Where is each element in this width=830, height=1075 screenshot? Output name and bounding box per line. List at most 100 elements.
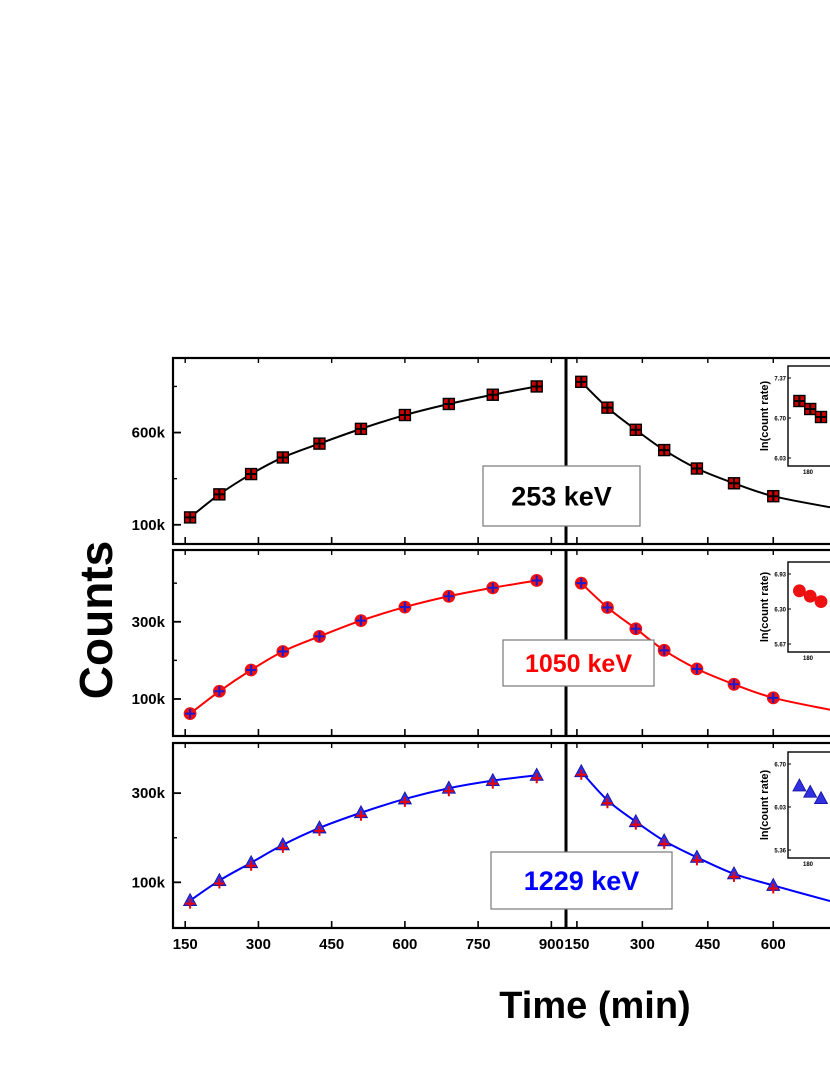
overlay-cross-mark: [443, 786, 454, 797]
energy-label: 1050 keV: [525, 650, 632, 678]
overlay-cross-mark: [443, 398, 454, 409]
inset-plot: ln(count rate) 6.93 6.30 5.67 180: [759, 561, 830, 662]
data-point: [803, 589, 817, 603]
overlay-cross-mark: [576, 376, 587, 387]
panel-frame: [171, 356, 830, 546]
overlay-cross-mark: [277, 646, 288, 657]
overlay-cross-mark: [185, 898, 196, 909]
overlay-cross-mark: [355, 423, 366, 434]
overlay-cross-mark: [729, 478, 739, 489]
x-tick-label: 900: [539, 936, 564, 953]
overlay-cross-mark: [531, 381, 542, 392]
decay-series: [574, 576, 830, 711]
overlay-cross-mark: [214, 489, 225, 500]
energy-label: 1229 keV: [524, 866, 640, 896]
x-tick-label: 150: [564, 936, 589, 953]
data-point: [792, 778, 807, 792]
overlay-cross-mark: [399, 796, 410, 807]
overlay-cross-mark: [729, 871, 739, 882]
inset-x-tick-label: 180: [803, 656, 814, 662]
overlay-cross-mark: [691, 663, 702, 674]
decay-series: [574, 763, 830, 903]
y-tick-label: 100k: [132, 691, 166, 708]
inset-frame: [787, 365, 830, 467]
inset-y-tick-label: 7.37: [774, 377, 786, 383]
overlay-cross-mark: [768, 692, 779, 703]
x-tick-label: 600: [392, 936, 417, 953]
overlay-cross-mark: [314, 825, 325, 836]
panel-frame: [171, 548, 830, 738]
inset-y-label: ln(count rate): [759, 572, 771, 643]
x-tick-label: 600: [761, 936, 786, 953]
inset-y-tick-label: 5.67: [774, 643, 786, 649]
overlay-cross-mark: [630, 424, 641, 435]
overlay-cross-mark: [531, 575, 542, 586]
overlay-cross-mark: [277, 842, 288, 853]
inset-plot: ln(count rate)6.70 6.03 5.36 180: [759, 751, 830, 868]
x-tick-label: 450: [319, 936, 344, 953]
overlay-cross-mark: [768, 491, 779, 502]
x-axis-title: Time (min): [499, 985, 690, 1027]
x-tick-label: 300: [246, 936, 271, 953]
overlay-cross-mark: [314, 438, 325, 449]
x-axis: 150 300 450 600 750 900 150 300 450 600: [173, 936, 786, 953]
inset-y-tick-label: 6.30: [774, 608, 786, 614]
overlay-cross-mark: [602, 602, 613, 613]
y-tick-label: 100k: [132, 517, 166, 534]
inset-frame: [787, 751, 830, 859]
overlay-cross-mark: [659, 838, 670, 849]
data-point: [803, 784, 818, 798]
overlay-cross-mark: [443, 591, 454, 602]
y-tick-label: 600k: [132, 425, 166, 442]
y-tick-label: 100k: [132, 874, 166, 891]
x-tick-label: 450: [695, 936, 720, 953]
inset-y-tick-label: 6.03: [774, 806, 786, 812]
overlay-cross-mark: [630, 819, 641, 830]
inset-x-tick-label: 180: [803, 862, 814, 868]
inset-y-label: ln(count rate): [759, 770, 771, 841]
overlay-cross-mark: [277, 452, 288, 463]
overlay-cross-mark: [487, 389, 498, 400]
overlay-cross-mark: [399, 410, 410, 421]
y-axis-title: Counts: [70, 541, 122, 699]
overlay-cross-mark: [729, 679, 739, 690]
inset-y-label: ln(count rate): [759, 381, 771, 452]
inset-y-tick-label: 5.36: [774, 849, 786, 855]
data-point: [814, 595, 828, 608]
overlay-cross-mark: [659, 645, 670, 656]
overlay-cross-mark: [576, 769, 587, 780]
overlay-cross-mark: [531, 773, 542, 784]
rise-fit-line: [189, 579, 537, 715]
panel-253-kev: 100k 600k 253 keV ln(count rate)7.37 6.70 6.0…: [132, 356, 830, 546]
overlay-cross-mark: [185, 512, 196, 523]
panel-1229-kev: 100k 300k 1229 keV ln(count rate)6.70 6.03 5.…: [132, 741, 830, 930]
overlay-cross-mark: [576, 578, 587, 589]
overlay-cross-mark: [805, 404, 816, 414]
overlay-cross-mark: [487, 778, 498, 789]
overlay-cross-mark: [314, 631, 325, 642]
overlay-cross-mark: [355, 615, 366, 626]
inset-y-tick-label: 6.70: [774, 763, 786, 769]
overlay-cross-mark: [659, 445, 670, 456]
inset-y-tick-label: 6.03: [774, 457, 786, 463]
overlay-cross-mark: [399, 602, 410, 613]
data-point: [813, 790, 829, 805]
overlay-cross-mark: [185, 708, 196, 719]
overlay-cross-mark: [630, 623, 641, 634]
x-tick-label: 750: [466, 936, 491, 953]
overlay-cross-mark: [816, 412, 826, 422]
x-tick-label: 150: [173, 936, 198, 953]
rise-fit-line: [189, 774, 537, 902]
panel-frame: [171, 741, 830, 930]
overlay-cross-mark: [691, 463, 702, 474]
inset-y-tick-label: 6.93: [774, 573, 786, 579]
overlay-cross-mark: [246, 665, 257, 676]
overlay-cross-mark: [768, 883, 779, 894]
overlay-cross-mark: [602, 798, 613, 809]
overlay-cross-mark: [214, 686, 225, 697]
y-tick-label: 300k: [132, 785, 166, 802]
energy-label-box: [482, 465, 641, 527]
x-tick-label: 300: [630, 936, 655, 953]
